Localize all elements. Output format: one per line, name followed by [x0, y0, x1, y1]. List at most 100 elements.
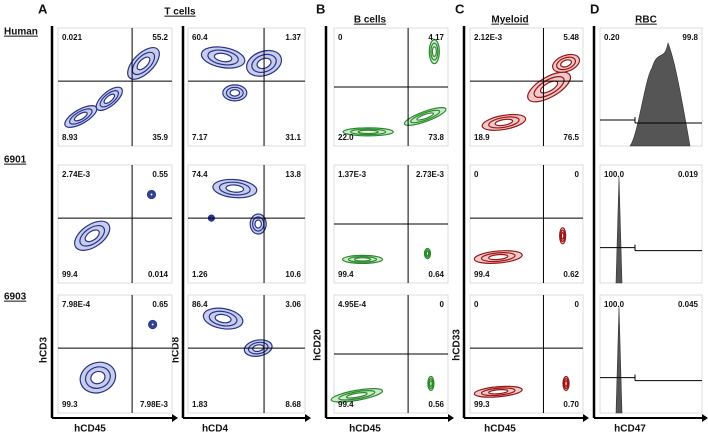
quadrant-value: 8.68 — [285, 400, 301, 409]
column-title: Myeloid — [491, 15, 528, 26]
axis-arrow — [172, 414, 178, 422]
population-contour — [353, 257, 372, 262]
quadrant-value: 76.5 — [563, 133, 579, 142]
population-contour — [73, 111, 88, 122]
quadrant-value: 1.83 — [192, 400, 208, 409]
population-contour — [416, 112, 435, 121]
population-contour — [136, 56, 151, 71]
quadrant-value: 0 — [474, 300, 479, 309]
quadrant-value: 18.9 — [474, 133, 490, 142]
quadrant-value: 0.62 — [563, 270, 579, 279]
population-contour — [84, 229, 100, 243]
column-title: T cells — [164, 7, 196, 18]
population-contour — [225, 184, 245, 193]
x-axis-label: hCD45 — [484, 424, 516, 435]
population-contour — [254, 219, 263, 229]
row-label: 6901 — [4, 155, 27, 166]
gate-value: 0.019 — [678, 170, 699, 179]
gate — [600, 244, 702, 252]
population-contour — [149, 192, 154, 197]
quadrant-value: 5.48 — [563, 33, 579, 42]
x-axis-label: hCD45 — [349, 424, 381, 435]
population-contour — [488, 388, 509, 395]
quadrant-value: 4.17 — [428, 33, 444, 42]
gate — [600, 374, 702, 382]
population-contour — [150, 322, 155, 327]
gate-value: 100.0 — [604, 300, 625, 309]
y-axis-label: hCD8 — [171, 337, 182, 364]
quadrant-value: 31.1 — [285, 133, 301, 142]
panel-letter: C — [455, 1, 465, 16]
quadrant-value: 0.56 — [428, 400, 444, 409]
population-contour — [564, 380, 568, 387]
population-contour — [494, 118, 514, 127]
quadrant-value: 0 — [474, 170, 479, 179]
column-title: B cells — [354, 15, 387, 26]
axis-arrow — [702, 414, 708, 422]
x-axis-label: hCD45 — [74, 424, 106, 435]
quadrant-value: 55.2 — [152, 33, 168, 42]
quadrant-value: 0.014 — [148, 270, 169, 279]
plot-frame — [599, 164, 703, 284]
population-contour — [431, 46, 437, 57]
population-contour — [214, 313, 232, 324]
quadrant-value: 7.17 — [192, 133, 208, 142]
population-contour — [560, 232, 565, 240]
x-axis-label: hCD4 — [202, 424, 229, 435]
quadrant-value: 2.74E-3 — [62, 170, 91, 179]
row-label: 6903 — [4, 292, 27, 303]
quadrant-value: 0.021 — [62, 33, 83, 42]
quadrant-value: 99.3 — [62, 400, 78, 409]
quadrant-value: 86.4 — [192, 300, 208, 309]
population-contour — [103, 93, 116, 105]
quadrant-value: 99.4 — [474, 270, 490, 279]
y-axis-label: hCD3 — [39, 337, 50, 364]
quadrant-value: 1.37E-3 — [338, 170, 367, 179]
y-axis-label: hCD33 — [452, 329, 463, 361]
gate-value: 100.0 — [604, 170, 625, 179]
quadrant-value: 2.73E-3 — [416, 170, 445, 179]
quadrant-value: 0 — [338, 33, 343, 42]
y-axis-label: hCD20 — [313, 329, 324, 361]
population-contour — [345, 392, 368, 399]
quadrant-value: 99.3 — [474, 400, 490, 409]
row-label: Human — [4, 27, 38, 38]
quadrant-value: 0 — [575, 300, 580, 309]
histogram — [615, 176, 623, 284]
histogram — [615, 306, 623, 414]
plot-frame — [187, 27, 306, 147]
quadrant-value: 0 — [575, 170, 580, 179]
quadrant-value: 3.06 — [285, 300, 301, 309]
population-contour — [488, 253, 509, 261]
population-contour — [357, 129, 379, 135]
population-contour — [425, 250, 430, 257]
quadrant-value: 0 — [440, 300, 445, 309]
quadrant-value: 35.9 — [152, 133, 168, 142]
plot-frame — [57, 294, 173, 414]
quadrant-value: 1.26 — [192, 270, 208, 279]
quadrant-value: 99.4 — [338, 270, 354, 279]
histogram — [629, 41, 691, 147]
plot-frame — [57, 164, 173, 284]
quadrant-value: 13.8 — [285, 170, 301, 179]
quadrant-value: 4.95E-4 — [338, 300, 367, 309]
panel-letter: D — [590, 1, 599, 16]
gate-value: 0.045 — [678, 300, 699, 309]
column-title: RBC — [635, 15, 657, 26]
quadrant-value: 0.55 — [152, 170, 168, 179]
population-contour — [429, 380, 433, 387]
axis-arrow — [305, 414, 311, 422]
quadrant-value: 99.4 — [62, 270, 78, 279]
population-contour — [213, 52, 233, 63]
quadrant-value: 0.64 — [428, 270, 444, 279]
population-contour — [539, 80, 559, 94]
quadrant-value: 7.98E-4 — [62, 300, 91, 309]
population-contour — [229, 89, 241, 97]
quadrant-value: 74.4 — [192, 170, 208, 179]
population-contour — [560, 59, 573, 68]
panel-letter: A — [38, 1, 48, 16]
quadrant-value: 99.4 — [338, 400, 354, 409]
quadrant-value: 8.93 — [62, 133, 78, 142]
x-axis-label: hCD47 — [614, 424, 646, 435]
